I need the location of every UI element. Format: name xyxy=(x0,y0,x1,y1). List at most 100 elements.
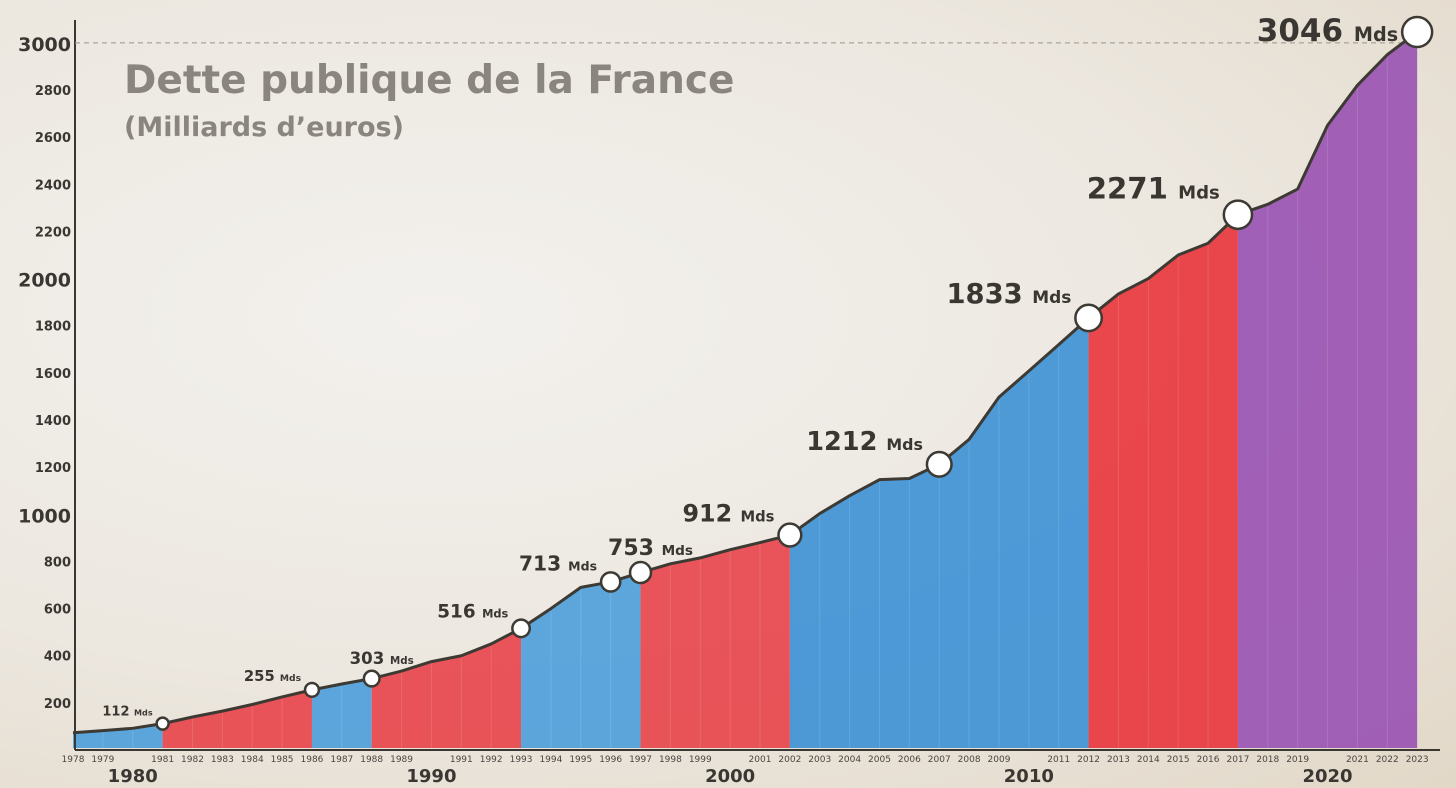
x-tick-label: 2016 xyxy=(1197,755,1220,765)
x-tick-label: 1983 xyxy=(211,755,234,765)
value-unit: Mds xyxy=(1032,288,1071,308)
x-tick-label: 1984 xyxy=(241,755,264,765)
president-bands xyxy=(73,32,1418,749)
value-label: 713 Mds xyxy=(519,551,597,575)
value-number: 516 xyxy=(437,602,482,623)
band-2012-2017 xyxy=(1088,214,1238,749)
x-tick-label: 1997 xyxy=(629,755,652,765)
y-tick-label: 1200 xyxy=(35,461,71,476)
x-tick-label: 2005 xyxy=(868,755,891,765)
value-unit: Mds xyxy=(280,673,302,684)
y-tick-label: 800 xyxy=(44,555,71,570)
data-point-marker xyxy=(599,571,622,593)
value-label: 912 Mds xyxy=(682,500,774,528)
x-tick-label: 1985 xyxy=(271,755,294,765)
x-tick-label: 1996 xyxy=(599,755,622,765)
x-tick-label: 2009 xyxy=(988,755,1011,765)
x-tick-label: 1991 xyxy=(450,755,473,765)
x-tick-label: 1993 xyxy=(510,755,533,765)
x-tick-label: 1988 xyxy=(360,755,383,765)
y-tick-label: 600 xyxy=(44,603,71,618)
data-point-marker xyxy=(1222,199,1254,231)
band-1978-1981 xyxy=(73,723,163,748)
value-unit: Mds xyxy=(662,543,693,559)
value-unit: Mds xyxy=(568,558,597,573)
band-1981-1986 xyxy=(162,689,312,748)
y-tick-label: 2600 xyxy=(35,131,71,146)
y-tick-label: 2000 xyxy=(18,270,71,292)
value-number: 713 xyxy=(519,551,568,575)
y-tick-label: 1400 xyxy=(35,414,71,429)
x-decade-label: 2020 xyxy=(1302,766,1352,787)
x-tick-label: 2003 xyxy=(808,755,831,765)
x-tick-label: 2021 xyxy=(1346,755,1369,765)
x-tick-label: 2015 xyxy=(1167,755,1190,765)
data-point-marker xyxy=(1074,303,1104,333)
y-tick-label: 2200 xyxy=(35,225,71,240)
x-tick-label: 1978 xyxy=(62,755,85,765)
band-1988-1993 xyxy=(371,628,522,748)
value-number: 912 xyxy=(682,500,740,528)
axes: 200 400 600 800 1000 1200 1400 1600 1800 2000 2200… xyxy=(18,20,1440,787)
value-label: 516 Mds xyxy=(437,602,508,623)
y-tick-label: 1800 xyxy=(35,320,71,335)
band-2017-2023 xyxy=(1237,32,1418,748)
band-2002-2012 xyxy=(789,317,1089,748)
x-tick-label: 2013 xyxy=(1107,755,1130,765)
data-point-marker xyxy=(925,450,953,478)
chart-title: Dette publique de la France xyxy=(124,58,734,103)
x-tick-label: 2002 xyxy=(778,755,801,765)
data-point-marker xyxy=(1400,15,1434,49)
value-number: 255 xyxy=(244,668,280,685)
y-tick-label: 2800 xyxy=(35,84,71,99)
data-point-marker xyxy=(511,618,531,639)
data-point-marker xyxy=(155,716,170,731)
x-tick-label: 2012 xyxy=(1077,755,1100,765)
x-tick-label: 1994 xyxy=(539,755,562,765)
x-tick-label: 2014 xyxy=(1137,755,1160,765)
value-number: 3046 xyxy=(1257,13,1354,49)
value-label: 255 Mds xyxy=(244,668,302,685)
value-number: 303 xyxy=(350,649,390,668)
x-tick-label: 1981 xyxy=(151,755,174,765)
value-label: 3046 Mds xyxy=(1257,13,1398,49)
value-number: 2271 xyxy=(1087,172,1178,206)
y-tick-label: 1000 xyxy=(18,505,71,527)
value-unit: Mds xyxy=(740,509,774,526)
value-label: 303 Mds xyxy=(350,649,414,668)
x-tick-label: 1998 xyxy=(659,755,682,765)
x-decade-label: 1980 xyxy=(108,766,158,787)
x-decade-label: 2010 xyxy=(1004,766,1054,787)
x-tick-label: 2011 xyxy=(1047,755,1070,765)
x-tick-label: 2004 xyxy=(838,755,861,765)
value-unit: Mds xyxy=(1178,183,1220,204)
chart-subtitle: (Milliards d’euros) xyxy=(124,112,404,143)
value-label: 1212 Mds xyxy=(806,427,923,457)
value-unit: Mds xyxy=(390,655,414,667)
data-point-marker xyxy=(628,560,653,585)
band-1997-2002 xyxy=(640,535,790,748)
x-tick-label: 1987 xyxy=(330,755,353,765)
x-tick-label: 2007 xyxy=(928,755,951,765)
x-tick-label: 2006 xyxy=(898,755,921,765)
data-point-marker xyxy=(303,681,321,699)
x-tick-label: 1999 xyxy=(689,755,712,765)
debt-series-line xyxy=(72,30,1419,735)
data-point-marker xyxy=(777,522,803,548)
value-number: 1212 xyxy=(806,427,886,457)
data-point-marker xyxy=(362,669,381,688)
x-decade-label: 1990 xyxy=(406,766,456,787)
value-unit: Mds xyxy=(1354,23,1398,46)
value-unit: Mds xyxy=(134,709,153,718)
value-number: 1833 xyxy=(946,279,1032,310)
debt-line xyxy=(72,30,1419,735)
x-tick-label: 1995 xyxy=(569,755,592,765)
x-tick-label: 1986 xyxy=(301,755,324,765)
y-tick-label: 200 xyxy=(44,697,71,712)
x-tick-label: 2017 xyxy=(1226,755,1249,765)
x-tick-label: 2008 xyxy=(958,755,981,765)
value-label: 2271 Mds xyxy=(1087,172,1220,206)
x-tick-label: 2001 xyxy=(749,755,772,765)
